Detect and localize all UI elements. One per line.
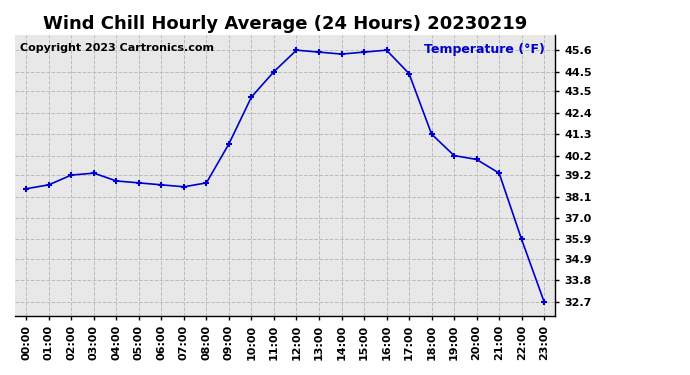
Text: Copyright 2023 Cartronics.com: Copyright 2023 Cartronics.com — [21, 43, 215, 53]
Title: Wind Chill Hourly Average (24 Hours) 20230219: Wind Chill Hourly Average (24 Hours) 202… — [43, 15, 527, 33]
Text: Temperature (°F): Temperature (°F) — [424, 43, 544, 56]
